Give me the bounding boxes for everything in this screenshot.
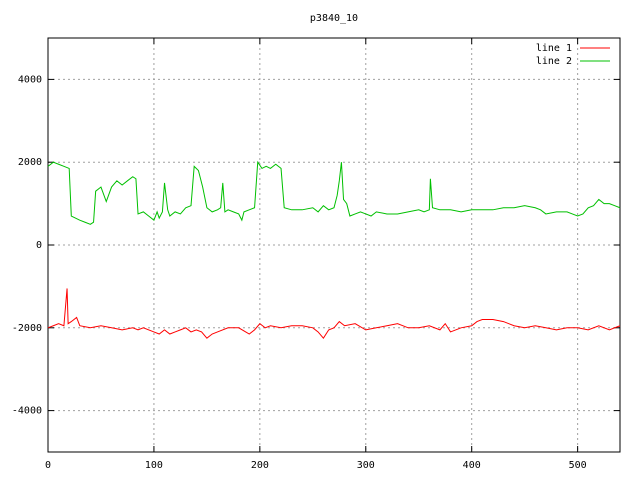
series-line bbox=[47, 160, 621, 225]
chart-title: p3840_10 bbox=[310, 13, 358, 24]
y-tick-label: 2000 bbox=[18, 157, 42, 168]
legend-label: line 2 bbox=[536, 56, 572, 67]
plot-frame bbox=[47, 37, 621, 453]
legend-label: line 1 bbox=[536, 43, 572, 54]
x-tick-label: 100 bbox=[145, 460, 163, 471]
series-line bbox=[47, 288, 621, 339]
x-tick-label: 200 bbox=[251, 460, 269, 471]
x-tick-label: 500 bbox=[569, 460, 587, 471]
y-tick-label: 4000 bbox=[18, 74, 42, 85]
y-tick-label: -2000 bbox=[12, 323, 42, 334]
y-tick-label: 0 bbox=[36, 240, 42, 251]
x-tick-label: 300 bbox=[357, 460, 375, 471]
x-tick-label: 0 bbox=[45, 460, 51, 471]
x-tick-label: 400 bbox=[463, 460, 481, 471]
y-tick-label: -4000 bbox=[12, 406, 42, 417]
